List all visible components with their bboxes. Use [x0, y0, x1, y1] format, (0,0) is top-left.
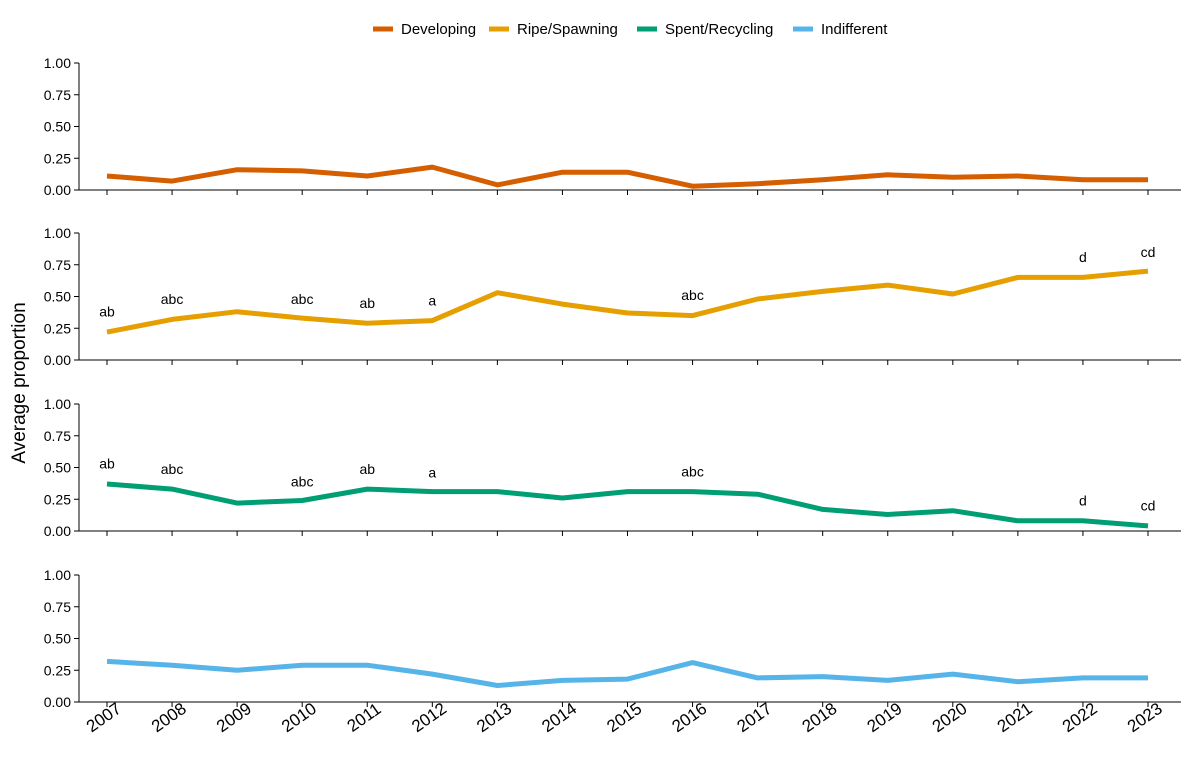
y-tick-label: 0.25: [44, 662, 71, 678]
panel: 0.00 0.25 0.50 0.75 1.00 ab abc abc ab a abc d cd: [44, 396, 1181, 539]
x-tick-label: 2008: [148, 699, 190, 736]
x-tick-label: 2017: [734, 699, 776, 736]
x-tick-label: 2011: [344, 699, 385, 736]
significance-label: ab: [99, 304, 115, 320]
x-tick-label: 2022: [1059, 699, 1101, 736]
significance-label: abc: [161, 291, 184, 307]
legend: Developing Ripe/Spawning Spent/Recycling In…: [373, 21, 888, 38]
x-tick-label: 2014: [538, 699, 580, 736]
y-tick-label: 1.00: [44, 225, 71, 241]
y-tick-label: 0.25: [44, 320, 71, 336]
x-tick-label: 2015: [603, 699, 645, 736]
significance-label: cd: [1141, 498, 1156, 514]
y-tick-label: 0.75: [44, 257, 71, 273]
significance-label: d: [1079, 493, 1087, 509]
y-tick-label: 0.50: [44, 289, 71, 305]
series-line: [106, 268, 1149, 335]
y-tick-label: 0.75: [44, 428, 71, 444]
significance-label: ab: [359, 295, 375, 311]
x-tick-label: 2012: [408, 699, 450, 736]
y-tick-label: 0.75: [44, 599, 71, 615]
y-axis-label: Average proportion: [9, 302, 30, 463]
y-tick-label: 1.00: [44, 396, 71, 412]
panel: 0.00 0.25 0.50 0.75 1.00: [44, 567, 1181, 710]
legend-label: Indifferent: [821, 21, 888, 38]
y-tick-label: 0.50: [44, 460, 71, 476]
y-tick-label: 0.25: [44, 491, 71, 507]
legend-label: Ripe/Spawning: [517, 21, 618, 38]
significance-label: abc: [161, 461, 184, 477]
y-tick-label: 0.50: [44, 631, 71, 647]
x-tick-label: 2013: [473, 699, 515, 736]
y-tick-label: 0.75: [44, 87, 71, 103]
x-tick-label: 2023: [1124, 699, 1166, 736]
legend-item: Indifferent: [793, 21, 888, 38]
significance-label: abc: [291, 473, 314, 489]
x-tick-label: 2016: [668, 699, 710, 736]
significance-label: abc: [681, 287, 704, 303]
significance-label: cd: [1141, 244, 1156, 260]
y-tick-label: 0.00: [44, 182, 71, 198]
y-tick-label: 0.50: [44, 119, 71, 135]
panel: 0.00 0.25 0.50 0.75 1.00: [44, 55, 1181, 198]
significance-label: ab: [99, 456, 115, 472]
panels: 0.00 0.25 0.50 0.75 1.00 0.00 0.25 0.50 0.75 1.00…: [44, 55, 1181, 710]
series-line: [106, 164, 1148, 189]
y-tick-label: 0.00: [44, 352, 71, 368]
x-tick-label: 2009: [213, 699, 255, 736]
legend-item: Developing: [373, 21, 476, 38]
y-tick-label: 1.00: [44, 567, 71, 583]
legend-label: Developing: [401, 21, 476, 38]
x-tick-label: 2018: [799, 699, 841, 736]
y-tick-label: 0.00: [44, 523, 71, 539]
legend-item: Ripe/Spawning: [489, 21, 618, 38]
significance-label: a: [428, 292, 436, 308]
x-tick-label: 2010: [278, 699, 320, 736]
series-line: [106, 481, 1149, 529]
significance-label: abc: [681, 463, 704, 479]
significance-label: d: [1079, 249, 1087, 265]
y-tick-label: 0.25: [44, 150, 71, 166]
significance-label: ab: [359, 461, 375, 477]
legend-item: Spent/Recycling: [637, 21, 773, 38]
y-tick-label: 1.00: [44, 55, 71, 71]
significance-label: abc: [291, 291, 314, 307]
x-tick-label: 2020: [929, 699, 971, 736]
x-axis: 2007 2008 2009 2010 2011 2012 2013 2014 2015 2016…: [83, 699, 1166, 736]
legend-label: Spent/Recycling: [665, 21, 773, 38]
series-line: [106, 658, 1148, 688]
significance-label: a: [428, 465, 436, 481]
panel: 0.00 0.25 0.50 0.75 1.00 ab abc abc ab a abc d cd: [44, 225, 1181, 368]
y-tick-label: 0.00: [44, 694, 71, 710]
x-tick-label: 2021: [994, 699, 1036, 736]
x-tick-label: 2007: [83, 699, 125, 736]
x-tick-label: 2019: [864, 699, 906, 736]
